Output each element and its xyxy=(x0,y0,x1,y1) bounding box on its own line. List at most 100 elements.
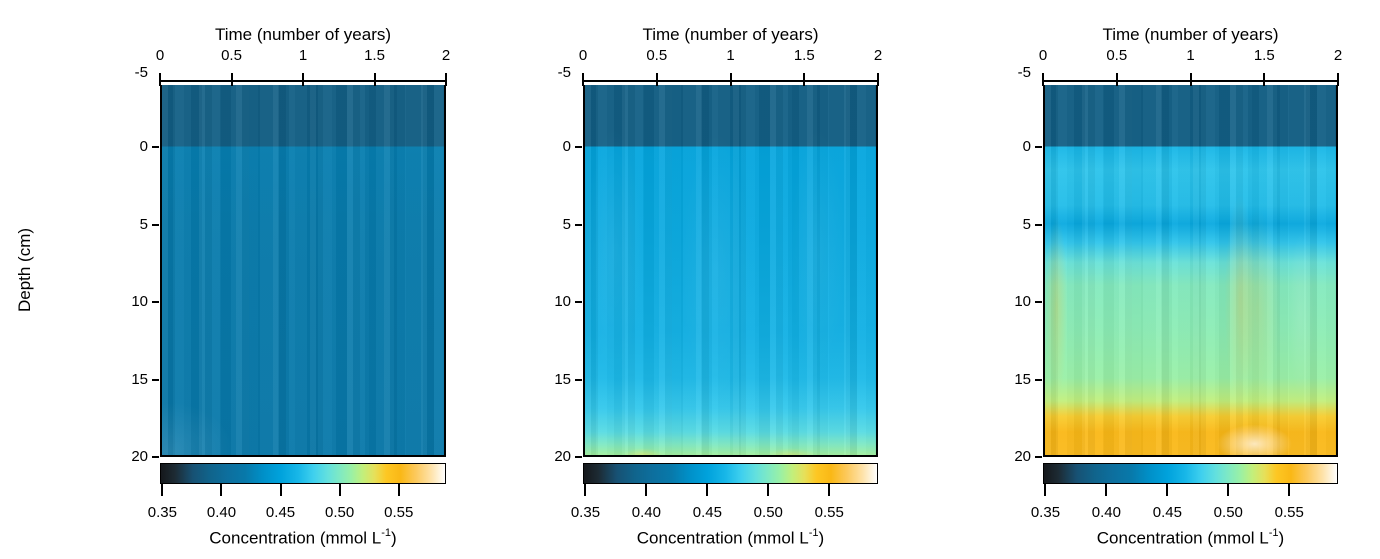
colorbar-tick-mark xyxy=(220,483,223,496)
colorbar-tick-mark xyxy=(338,483,341,496)
colorbar-tick-label: 0.55 xyxy=(1274,504,1304,521)
colorbar-title-exponent: -1 xyxy=(808,527,819,539)
colorbar-tick-mark xyxy=(279,483,282,496)
x-tick-label: 1 xyxy=(298,47,308,64)
y-tick-mark xyxy=(152,456,159,458)
colorbar-tick-mark xyxy=(1105,483,1108,496)
y-tick-mark xyxy=(152,223,159,226)
heatmap-panel-right: Time (number of years) 0 0.5 1 1.5 2 -5 0 5 10 1… xyxy=(1014,0,1342,559)
x-axis-title: Time (number of years) xyxy=(642,25,819,44)
heatmap-panel-middle: Time (number of years) 0 0.5 1 1.5 2 -5 0 5 10 1… xyxy=(554,0,882,559)
plot-area: -5 0 5 10 15 20 xyxy=(131,64,447,465)
heatmap-image xyxy=(160,85,446,457)
colorbar-tick-label: 0.50 xyxy=(753,504,783,521)
x-axis-tick-labels: 0 0.5 1 1.5 2 xyxy=(156,47,450,65)
colorbar-tick-mark xyxy=(828,483,831,496)
colorbar-tick-label: 0.40 xyxy=(206,504,237,521)
x-axis-title: Time (number of years) xyxy=(214,25,392,44)
y-tick-label: 5 xyxy=(1022,215,1031,233)
colorbar-tick-mark xyxy=(584,483,587,496)
colorbar-title: Concentration (mmol L-1) xyxy=(583,527,878,549)
colorbar-tick-label: 0.35 xyxy=(570,504,601,521)
y-tick-label: -5 xyxy=(134,64,148,81)
heatmap-image xyxy=(583,85,878,457)
colorbar-title-close: ) xyxy=(1278,528,1285,548)
colorbar-title-close: ) xyxy=(391,528,397,548)
colorbar-tick-mark xyxy=(1227,483,1230,496)
x-tick-mark xyxy=(445,73,447,86)
x-tick-label: 1.5 xyxy=(364,47,385,64)
x-axis-tick-labels: 0 0.5 1 1.5 2 xyxy=(579,47,882,65)
colorbar-gradient xyxy=(1043,463,1338,484)
colorbar-gradient xyxy=(583,463,878,484)
y-tick-mark xyxy=(152,146,159,148)
x-tick-label: 1 xyxy=(726,47,735,64)
colorbar-tick-label: 0.40 xyxy=(631,504,661,521)
y-tick-mark xyxy=(575,456,582,458)
x-axis-line xyxy=(159,73,447,86)
colorbar-title-close: ) xyxy=(818,528,825,548)
x-tick-mark xyxy=(230,73,233,86)
x-tick-label: 2 xyxy=(873,47,883,64)
y-tick-mark xyxy=(1035,456,1042,458)
y-tick-label: 10 xyxy=(554,293,571,310)
colorbar-tick-mark xyxy=(645,483,648,496)
y-tick-mark xyxy=(152,301,159,303)
colorbar-title-text: Concentration (mmol L xyxy=(1096,528,1269,548)
colorbar-tick-mark xyxy=(1288,483,1291,496)
x-tick-mark xyxy=(302,73,304,86)
colorbar-title: Concentration (mmol L-1) xyxy=(160,527,446,549)
x-tick-mark xyxy=(1115,73,1118,86)
colorbar-tick-label: 0.35 xyxy=(147,504,177,521)
colorbar-title-text: Concentration (mmol L xyxy=(636,528,809,548)
x-tick-label: 0.5 xyxy=(1106,47,1128,64)
colorbar-title-exponent: -1 xyxy=(381,527,392,539)
heatmap-image xyxy=(1043,85,1338,457)
x-tick-label: 1.5 xyxy=(793,47,815,64)
colorbar-tick-label: 0.50 xyxy=(1213,504,1243,521)
x-tick-label: 0 xyxy=(1038,47,1048,64)
x-tick-label: 0 xyxy=(578,47,588,64)
colorbar-tick-label: 0.45 xyxy=(1152,504,1182,521)
plot-area: -5 0 5 10 15 20 xyxy=(554,64,879,465)
x-axis-line xyxy=(1042,73,1339,86)
y-tick-mark xyxy=(575,223,582,226)
y-tick-label: 20 xyxy=(554,448,571,465)
y-tick-label: 15 xyxy=(554,370,571,388)
x-tick-label: 1 xyxy=(1186,47,1195,64)
x-tick-label: 1.5 xyxy=(1253,47,1275,64)
x-tick-mark xyxy=(1337,73,1339,86)
y-tick-mark xyxy=(575,146,582,148)
colorbar-title: Concentration (mmol L-1) xyxy=(1043,527,1338,549)
y-tick-mark xyxy=(1035,301,1042,303)
x-tick-label: 0 xyxy=(155,47,165,64)
y-tick-label: 15 xyxy=(131,370,148,388)
x-tick-mark xyxy=(1263,73,1266,86)
y-tick-label: 10 xyxy=(131,293,148,310)
y-tick-label: 20 xyxy=(1014,448,1031,465)
x-axis-tick-labels: 0 0.5 1 1.5 2 xyxy=(1039,47,1342,65)
y-tick-label: -5 xyxy=(557,64,571,81)
colorbar-tick-label: 0.55 xyxy=(384,504,414,521)
x-tick-mark xyxy=(1189,73,1192,86)
colorbar-tick-mark xyxy=(767,483,770,496)
plot-area: -5 0 5 10 15 20 xyxy=(1014,64,1339,465)
x-tick-mark xyxy=(803,73,806,86)
y-tick-label: 5 xyxy=(562,215,571,233)
colorbar-tick-label: 0.40 xyxy=(1091,504,1121,521)
x-tick-mark xyxy=(582,73,584,86)
colorbar-title-exponent: -1 xyxy=(1268,527,1279,539)
colorbar-tick-label: 0.50 xyxy=(325,504,355,521)
x-tick-label: 0.5 xyxy=(646,47,668,64)
x-tick-mark xyxy=(1042,73,1044,86)
x-tick-mark xyxy=(655,73,658,86)
x-tick-mark xyxy=(729,73,732,86)
colorbar-tick-label: 0.45 xyxy=(692,504,722,521)
y-tick-label: 0 xyxy=(562,138,571,155)
x-axis-line xyxy=(582,73,879,86)
y-tick-label: 15 xyxy=(1014,370,1031,388)
colorbar-tick-mark xyxy=(706,483,709,496)
y-tick-label: 5 xyxy=(139,215,148,233)
colorbar-title-text: Concentration (mmol L xyxy=(209,528,382,548)
